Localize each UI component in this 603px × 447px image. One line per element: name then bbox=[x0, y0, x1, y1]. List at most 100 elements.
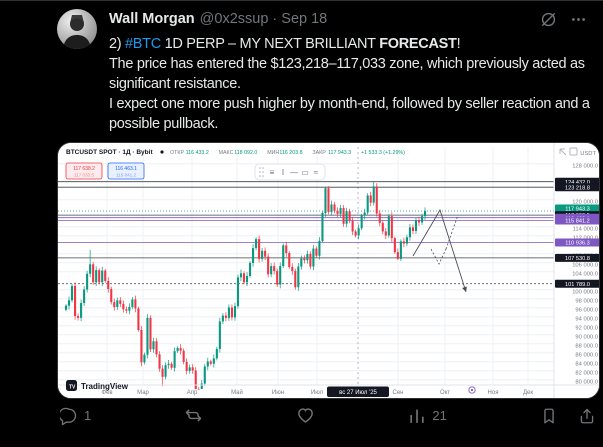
chart-text: Мар bbox=[137, 390, 149, 396]
forecast-dashed-line bbox=[430, 248, 447, 265]
candle-body bbox=[128, 307, 131, 311]
chart-text: Окт bbox=[440, 390, 450, 396]
price-label-box bbox=[555, 238, 599, 247]
candle-body bbox=[137, 308, 140, 330]
candle-body bbox=[209, 361, 212, 364]
candle-body bbox=[327, 188, 330, 213]
candle-body bbox=[221, 315, 224, 322]
candle-body bbox=[354, 231, 357, 236]
chart-text: 86 000.0 bbox=[575, 353, 598, 359]
repost-button[interactable] bbox=[184, 406, 203, 425]
share-button[interactable] bbox=[578, 407, 596, 425]
candle-body bbox=[239, 273, 243, 278]
candle-body bbox=[155, 341, 158, 355]
candle-body bbox=[321, 212, 324, 241]
chart-text: 124 432.0 bbox=[565, 180, 590, 186]
candle-body bbox=[233, 306, 237, 318]
date-label-box bbox=[327, 386, 389, 397]
candle-body bbox=[212, 358, 215, 364]
reply-button[interactable]: 1 bbox=[60, 407, 91, 425]
forecast-solid-line bbox=[412, 208, 467, 293]
candle-body bbox=[303, 258, 306, 261]
chart-text: 101 789.0 bbox=[565, 282, 590, 288]
candle-body bbox=[74, 285, 77, 317]
candle-body bbox=[276, 271, 279, 285]
candle-body bbox=[245, 275, 249, 283]
like-button[interactable] bbox=[296, 406, 315, 425]
candle-body bbox=[188, 367, 191, 371]
candle-body bbox=[170, 363, 173, 368]
candle-body bbox=[101, 270, 104, 283]
grok-actions-button[interactable] bbox=[537, 8, 559, 30]
candle-body bbox=[294, 271, 297, 288]
candle-body bbox=[384, 231, 387, 236]
candle-body bbox=[366, 195, 369, 213]
candle-body bbox=[273, 266, 276, 272]
chart-text: Июн bbox=[272, 390, 284, 396]
candle-body bbox=[402, 241, 405, 244]
candle-body bbox=[215, 348, 218, 359]
candle-body bbox=[227, 307, 230, 318]
share-icon bbox=[580, 408, 594, 423]
candle-body bbox=[372, 186, 375, 203]
price-label-box bbox=[555, 216, 599, 225]
candle-body bbox=[360, 215, 363, 229]
chart-text: 117 638.2 bbox=[73, 166, 95, 172]
candle-body bbox=[197, 389, 200, 390]
chart-text: Сен bbox=[393, 390, 404, 396]
chart-text: 82 000.0 bbox=[575, 371, 598, 377]
hashtag-btc[interactable]: #BTC bbox=[125, 36, 161, 52]
candle-body bbox=[291, 266, 294, 272]
more-icon bbox=[571, 17, 585, 21]
candle-body bbox=[158, 354, 161, 369]
candle-body bbox=[89, 264, 92, 274]
candle-body bbox=[77, 316, 80, 318]
chart-text: 118 092.0 bbox=[234, 150, 257, 156]
chart-text: 115 841.2 bbox=[565, 219, 589, 225]
body-seg3: ! bbox=[456, 36, 461, 52]
candle-body bbox=[279, 266, 282, 285]
candle-body bbox=[285, 245, 288, 254]
candle-body bbox=[411, 227, 415, 231]
body-seg1: 2) bbox=[109, 36, 126, 52]
views-button[interactable]: 21 bbox=[408, 407, 447, 425]
candle-body bbox=[333, 204, 336, 211]
bookmark-button[interactable] bbox=[540, 407, 558, 425]
candle-body bbox=[309, 253, 312, 267]
candle-body bbox=[312, 248, 315, 267]
candle-body bbox=[140, 329, 143, 363]
toolbar-drag-dots bbox=[259, 175, 261, 177]
views-icon bbox=[410, 408, 425, 423]
bookmark-icon bbox=[544, 408, 554, 423]
candle-body bbox=[67, 300, 71, 306]
reply-icon bbox=[60, 407, 77, 425]
action-right-group bbox=[540, 407, 596, 425]
candle-body bbox=[369, 195, 372, 203]
avatar-photo bbox=[63, 15, 91, 49]
reply-count: 1 bbox=[84, 408, 92, 423]
tweet-line-1: 2) #BTC 1D PERP – MY NEXT BRILLIANT FORE… bbox=[109, 34, 601, 54]
settings-icon bbox=[569, 147, 578, 156]
chart-text: 114 000.0 bbox=[573, 227, 598, 233]
author-name[interactable]: Wall Morgan bbox=[109, 11, 195, 27]
more-button[interactable] bbox=[567, 8, 589, 30]
candle-body bbox=[417, 220, 421, 223]
chart-text: 117 943.3 bbox=[565, 206, 589, 212]
price-label-box bbox=[555, 279, 599, 288]
candle-body bbox=[164, 365, 167, 377]
chart-background bbox=[58, 143, 599, 398]
candle-body bbox=[414, 220, 418, 231]
candle-body bbox=[218, 321, 221, 349]
chart-text: BTCUSDT SPOT · 1Д · Bybit bbox=[66, 149, 153, 156]
candle-body bbox=[297, 266, 300, 288]
tradingview-logo-mark bbox=[66, 380, 77, 391]
candle-body bbox=[83, 289, 86, 303]
candle-body bbox=[116, 300, 119, 308]
candle-body bbox=[306, 253, 309, 261]
chart-text: 96 000.0 bbox=[575, 308, 598, 314]
candle-body bbox=[131, 299, 134, 308]
avatar[interactable] bbox=[57, 9, 97, 49]
candle-body bbox=[176, 347, 179, 352]
